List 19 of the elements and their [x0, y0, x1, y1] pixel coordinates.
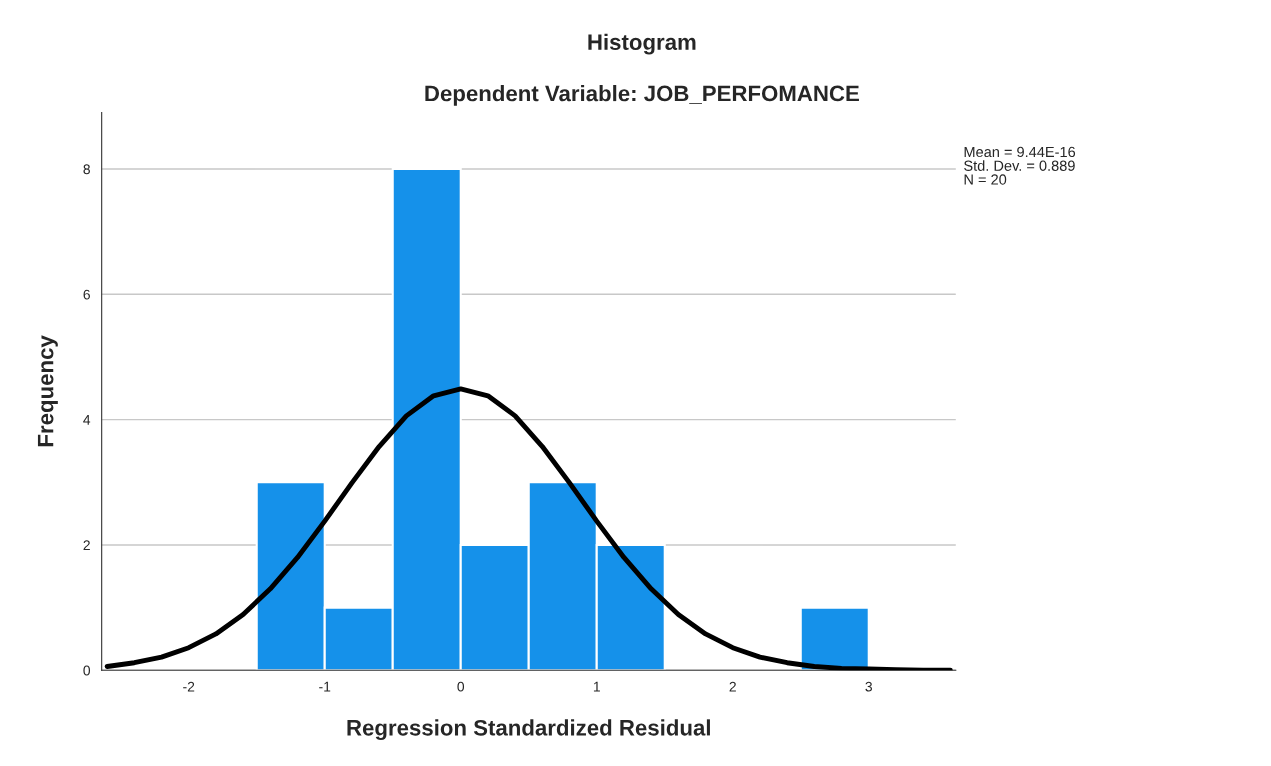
x-tick-label: 1 [593, 681, 600, 692]
y-tick-label: 0 [83, 665, 91, 676]
x-tick-label: 2 [729, 681, 736, 692]
line-series [104, 386, 953, 671]
chart-title: Histogram [588, 33, 696, 55]
x-axis-title: Regression Standardized Residual [347, 719, 710, 741]
x-tick-label: 3 [865, 681, 872, 692]
y-tick-label: 8 [83, 164, 90, 175]
x-tick-label: -1 [319, 681, 331, 692]
y-tick-label: 6 [83, 289, 90, 300]
x-tick-label: -2 [183, 681, 195, 692]
x-tick-label: 0 [457, 681, 465, 692]
y-tick-label: 4 [83, 415, 91, 425]
text: Mean = 9.44E-16 [964, 146, 1076, 158]
text: Std. Dev. = 0.889 [964, 160, 1075, 171]
y-axis-title: Frequency [37, 335, 58, 447]
chart-subtitle: Dependent Variable: JOB_PERFOMANCE [425, 85, 859, 106]
text: N = 20 [964, 174, 1007, 185]
y-tick-label: 2 [83, 540, 90, 550]
